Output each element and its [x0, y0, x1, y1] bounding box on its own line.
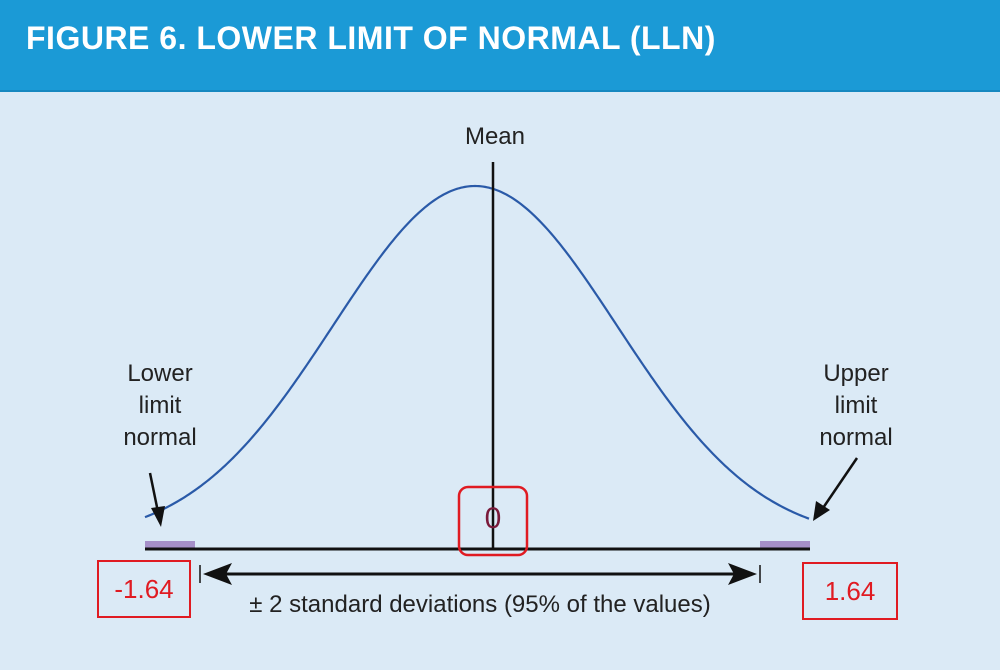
figure-title: FIGURE 6. LOWER LIMIT OF NORMAL (LLN)	[26, 20, 716, 56]
range-description: ± 2 standard deviations (95% of the valu…	[249, 591, 711, 618]
range-arrowhead-left	[203, 563, 232, 585]
bell-curve	[144, 184, 810, 520]
left-value-box: -1.64	[97, 560, 191, 618]
center-highlight-box	[457, 485, 529, 557]
lower-limit-arrow-shaft	[148, 472, 160, 513]
lower-tail-marker	[145, 541, 195, 549]
range-arrowhead-right	[728, 563, 757, 585]
upper-limit-arrow-shaft	[821, 457, 859, 509]
upper-tail-marker	[760, 541, 810, 549]
lower-limit-label: Lower limit normal	[123, 360, 197, 451]
right-value-box: 1.64	[802, 562, 898, 620]
upper-limit-label: Upper limit normal	[819, 360, 893, 451]
upper-limit-arrowhead	[813, 501, 830, 521]
mean-label: Mean	[464, 123, 526, 150]
figure-header: FIGURE 6. LOWER LIMIT OF NORMAL (LLN)	[0, 0, 1000, 92]
lower-limit-arrowhead	[151, 506, 165, 527]
center-value-label: 0	[484, 502, 502, 535]
